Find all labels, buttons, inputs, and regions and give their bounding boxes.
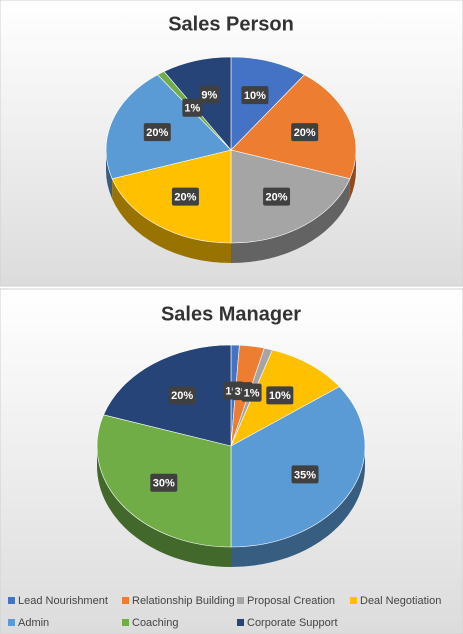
legend-swatch (122, 619, 129, 626)
label-box (263, 187, 291, 206)
legend-label: Corporate Support (247, 617, 338, 629)
legend-swatch (8, 597, 15, 604)
label-box (266, 386, 294, 405)
slice-side (112, 178, 231, 263)
data-label: 20% (294, 127, 316, 139)
data-label: 1% (184, 103, 200, 115)
label-box (241, 383, 262, 402)
label-box (199, 85, 220, 104)
slice-side (231, 446, 365, 567)
legend-swatch (350, 597, 357, 604)
slice (103, 344, 232, 447)
label-box (182, 98, 203, 117)
legend-swatch (237, 597, 244, 604)
legend-label: Coaching (132, 617, 178, 629)
chart-title: Sales Manager (161, 303, 301, 325)
slice (111, 149, 232, 244)
label-box (291, 123, 319, 142)
data-label: 20% (171, 390, 193, 402)
legend-label: Admin (18, 617, 49, 629)
data-label: 9% (201, 90, 217, 102)
slice (230, 149, 351, 244)
legend-label: Proposal Creation (247, 595, 335, 607)
legend-swatch (122, 597, 129, 604)
data-label: 35% (294, 469, 316, 481)
slice-side (349, 150, 356, 199)
data-label: 10% (244, 90, 266, 102)
label-box (168, 386, 196, 405)
legend-label: Relationship Building (132, 595, 235, 607)
label-box (143, 123, 171, 142)
chart-title: Sales Person (168, 13, 294, 35)
legend-swatch (237, 619, 244, 626)
legend-label: Deal Negotiation (360, 595, 441, 607)
data-label: 20% (266, 192, 288, 204)
data-label: 20% (146, 127, 168, 139)
label-box (241, 86, 269, 105)
label-box (150, 473, 178, 492)
data-label: 20% (174, 192, 196, 204)
legend-label: Lead Nourishment (18, 595, 108, 607)
data-label: 30% (153, 478, 175, 490)
label-box (171, 187, 199, 206)
slice-side (97, 446, 231, 567)
label-box (291, 465, 319, 484)
slice-side (231, 178, 350, 263)
slice-side (106, 150, 113, 199)
legend-swatch (8, 619, 15, 626)
data-label: 1% (244, 388, 260, 400)
data-label: 10% (269, 390, 291, 402)
